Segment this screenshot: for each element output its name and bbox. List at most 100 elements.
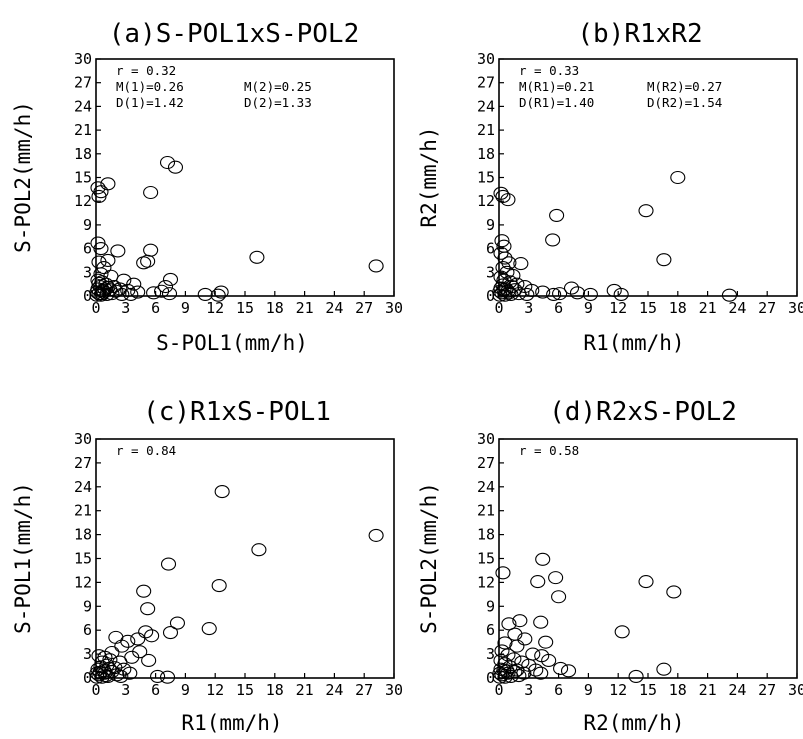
panel-a-y-tick-label: 6 (83, 240, 92, 258)
panel-c: (c)R1xS-POL1 0 3 6 9 12 15 18 21 24 27 30 0 3 6 9 12 15 1… (11, 397, 403, 735)
panel-a-x-tick-label: 18 (266, 299, 284, 317)
panel-d-data-point (533, 615, 549, 629)
panel-b-data-point (670, 170, 686, 185)
panel-d-data-point (493, 653, 509, 668)
panel-c-x-tick-label: 12 (206, 681, 224, 699)
panel-b: (b)R1xR2 0 3 6 9 12 15 18 21 24 27 30 0 3 6 9 12 15 18 21 2… (417, 19, 803, 355)
panel-c-data-point (211, 579, 227, 593)
panel-a-data-point (114, 287, 130, 301)
panel-c-data-point (122, 666, 138, 680)
panel-b-data-point (493, 270, 509, 284)
panel-a-stat-left: D(1)=1.42 (116, 95, 184, 110)
panel-b-data-point (545, 233, 561, 247)
panel-b-y-tick-label: 21 (477, 121, 495, 139)
panel-c-data-point (201, 622, 217, 636)
panel-d-x-tick-label: 21 (699, 681, 717, 699)
panel-b-y-tick-label: 24 (477, 97, 495, 115)
panel-a: (a)S-POL1xS-POL2 0 3 6 9 12 15 18 21 24 27 3003691… (11, 19, 403, 355)
panel-a-data-point (143, 243, 159, 257)
panel-a-data-point (100, 253, 116, 268)
panel-b-data-point (546, 287, 562, 301)
panel-c-stat-left: r = 0.84 (116, 443, 176, 458)
panel-b-stat-left: D(R1)=1.40 (519, 95, 594, 110)
panel-a-data-point (197, 287, 213, 301)
panel-d-data-point (494, 644, 510, 658)
panel-a-x-tick-label: 27 (355, 299, 373, 317)
panel-d-x-tick-label: 15 (639, 681, 657, 699)
panel-c-data-point (159, 670, 176, 684)
panel-b-data-point (493, 246, 509, 260)
panel-b-y-tick-label: 3 (486, 263, 495, 281)
panel-b-y-tick-label: 30 (477, 50, 495, 68)
panel-d-data-point (501, 617, 517, 631)
panel-d-y-tick-label: 18 (477, 526, 495, 544)
panel-c-data-point (108, 630, 124, 644)
panel-b-x-tick-label: 6 (554, 299, 563, 317)
panel-d-data-point (530, 575, 546, 589)
panel-d-data-point (528, 663, 544, 677)
panel-a-stats: r = 0.32M(1)=0.26 M(2)=0.25 D(1)=1.42 D(2)=… (116, 63, 312, 110)
panel-d-y-axis-label: S-POL2(mm/h) (417, 482, 441, 634)
panel-c-x-tick-label: 30 (385, 681, 403, 699)
panel-b-x-tick-label: 9 (584, 299, 593, 317)
panel-b-data-point (495, 278, 511, 292)
panel-a-data-point (90, 181, 106, 195)
panel-c-stats: r = 0.84 (116, 443, 176, 458)
panel-d-y-tick-label: 6 (486, 621, 495, 639)
panel-b-y-tick-label: 0 (486, 287, 495, 305)
panel-c-data-point (113, 669, 129, 683)
panel-c-plot-frame (95, 438, 395, 679)
panel-b-data-point (495, 189, 511, 204)
panel-a-y-tick-label: 0 (83, 287, 92, 305)
panel-a-data-point (161, 287, 178, 301)
panel-a-stat-right: M(2)=0.25 (244, 79, 312, 94)
panel-a-x-tick-label: 12 (206, 299, 224, 317)
panel-c-x-tick-label: 0 (91, 681, 100, 699)
panel-b-y-tick-label: 6 (486, 240, 495, 258)
panel-d-x-tick-label: 12 (609, 681, 627, 699)
panel-c-y-axis-label: S-POL1(mm/h) (11, 482, 35, 634)
panel-c-x-tick-label: 21 (296, 681, 314, 699)
panel-b-data-point (721, 288, 738, 302)
panel-b-x-tick-label: 12 (609, 299, 627, 317)
panel-b-x-tick-label: 30 (788, 299, 803, 317)
panel-a-data-point (130, 285, 146, 299)
panel-b-data-point (496, 283, 512, 297)
panel-d: (d)R2xS-POL2 0 3 6 9 12 15 18 21 24 27 30 0 3 6 9 12 15 1… (417, 397, 803, 735)
panel-a-data-point (140, 254, 156, 268)
panel-c-y-tick-label: 0 (83, 669, 92, 687)
panel-b-stat-right: M(R2)=0.27 (647, 79, 722, 94)
panel-b-x-axis-label: R1(mm/h) (583, 331, 684, 355)
panel-a-data-point (143, 185, 159, 200)
panel-b-data-point (552, 287, 568, 301)
panel-b-y-tick-label: 15 (477, 169, 495, 187)
panel-b-y-tick-label: 12 (477, 192, 495, 210)
panel-c-data-point (162, 626, 179, 640)
panel-d-data-point (666, 585, 682, 599)
panel-c-y-tick-label: 12 (74, 573, 92, 591)
panel-d-data-point (638, 575, 654, 589)
panel-c-y-tick-label: 18 (74, 526, 92, 544)
panel-b-data-point (500, 193, 516, 207)
panel-b-x-tick-label: 18 (669, 299, 687, 317)
panel-d-data-point (538, 635, 554, 649)
panel-c-data-point (114, 639, 130, 653)
panel-d-x-tick-label: 9 (584, 681, 593, 699)
panel-a-stat-right: D(2)=1.33 (244, 95, 312, 110)
panel-b-data-point (563, 281, 580, 295)
panel-c-data-point (98, 669, 114, 683)
panel-b-stat-left: M(R1)=0.21 (519, 79, 594, 94)
panel-a-x-tick-label: 3 (121, 299, 130, 317)
panel-d-x-axis-label: R2(mm/h) (583, 711, 684, 735)
panel-d-x-tick-label: 27 (758, 681, 776, 699)
panel-b-y-tick-label: 27 (477, 74, 495, 92)
panel-b-data-point (494, 234, 510, 248)
panel-c-data-point (251, 543, 267, 557)
panel-b-x-tick-label: 21 (699, 299, 717, 317)
panel-c-points (89, 485, 384, 684)
panel-a-stat-left: M(1)=0.26 (116, 79, 184, 94)
panel-c-y-tick-label: 24 (74, 478, 92, 496)
panel-a-y-tick-label: 15 (74, 169, 92, 187)
panel-a-data-point (120, 283, 136, 298)
